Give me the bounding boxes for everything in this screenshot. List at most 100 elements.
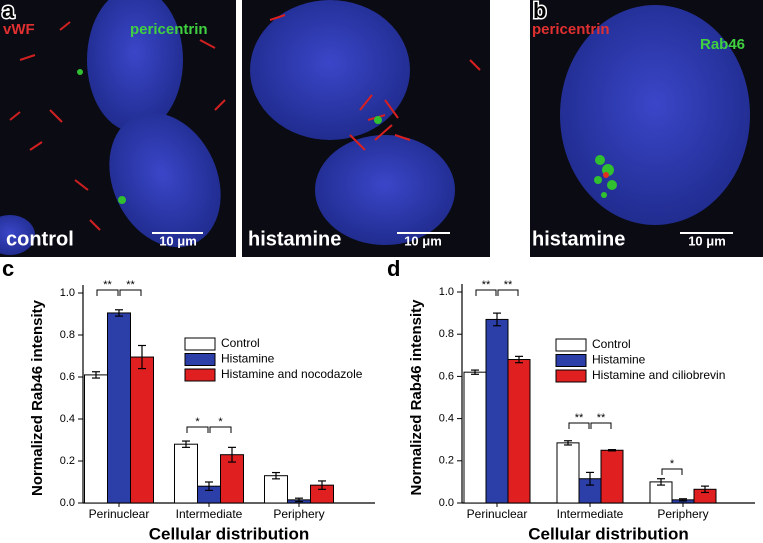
nucleus xyxy=(315,135,455,245)
nucleus xyxy=(0,215,35,255)
bar xyxy=(84,374,108,504)
bar xyxy=(556,442,580,504)
y-tick-label: 1.0 xyxy=(60,287,75,299)
error-bar xyxy=(679,498,687,502)
significance-label: * xyxy=(195,416,200,428)
error-bar xyxy=(471,369,479,375)
y-tick-label: 0.0 xyxy=(439,497,454,509)
significance-label: ** xyxy=(126,279,135,291)
error-bar xyxy=(564,440,572,446)
significance-bracket xyxy=(497,289,519,296)
nucleus xyxy=(250,0,410,140)
error-bar xyxy=(228,446,236,463)
panel-text: Rab46 xyxy=(700,36,745,53)
centrosome xyxy=(603,172,609,178)
panel-text: histamine xyxy=(532,228,625,250)
legend-swatch xyxy=(184,353,216,366)
significance-bracket xyxy=(186,426,209,433)
centrosome xyxy=(118,196,126,204)
error-bar xyxy=(608,449,616,452)
panel-label: b xyxy=(533,0,546,23)
panel-text: 10 μm xyxy=(159,233,197,248)
x-tick-label: Perinuclear xyxy=(89,507,150,521)
y-axis-label: Normalized Rab46 intensity xyxy=(408,299,425,496)
significance-label: ** xyxy=(103,279,112,291)
error-bar xyxy=(138,344,146,370)
vwf-signal xyxy=(9,21,226,231)
legend-label: Control xyxy=(221,336,260,350)
panel-text: histamine xyxy=(248,228,341,250)
significance-label: ** xyxy=(482,279,491,291)
charts: c 0.0 0.2 0.4 0.6 0.8 1.0 Normalized Rab46 inte… xyxy=(2,256,755,543)
error-bar xyxy=(586,471,594,486)
y-tick-label: 0.0 xyxy=(60,497,75,509)
legend-swatch xyxy=(555,369,587,383)
significance-bracket xyxy=(119,289,142,296)
legend-label: Histamine xyxy=(221,352,275,366)
error-bar xyxy=(657,478,665,486)
legend-label: Histamine and nocodazole xyxy=(221,367,363,381)
legend-swatch xyxy=(555,354,587,367)
x-tick-label: Periphery xyxy=(657,507,708,521)
legend-label: Control xyxy=(592,337,631,351)
bar xyxy=(507,359,531,504)
significance-label: ** xyxy=(504,279,513,291)
bar xyxy=(107,312,131,504)
error-bar xyxy=(295,497,303,503)
y-axis-label: Normalized Rab46 intensity xyxy=(29,299,46,496)
centrosome xyxy=(374,116,382,124)
legend-swatch xyxy=(184,337,216,351)
y-tick-label: 0.2 xyxy=(60,455,75,467)
x-axis-label: Cellular distribution xyxy=(528,524,689,543)
x-tick-label: Periphery xyxy=(273,507,324,521)
significance-bracket xyxy=(568,422,590,429)
error-bar xyxy=(515,355,523,364)
bar xyxy=(485,318,509,504)
y-tick-label: 0.8 xyxy=(60,329,75,341)
error-bar xyxy=(205,481,213,491)
y-tick-label: 0.4 xyxy=(60,413,75,425)
significance-label: * xyxy=(670,458,675,470)
significance-label: * xyxy=(218,416,223,428)
panel-text: pericentrin xyxy=(532,21,610,38)
y-tick-label: 0.6 xyxy=(60,371,75,383)
error-bar xyxy=(701,485,709,494)
error-bar xyxy=(493,312,501,327)
y-tick-label: 1.0 xyxy=(439,286,454,298)
panel-text: 10 μm xyxy=(688,233,726,248)
centrosome xyxy=(77,69,83,75)
x-axis-label: Cellular distribution xyxy=(149,524,310,543)
panel-text: control xyxy=(6,228,74,250)
significance-bracket xyxy=(661,468,683,475)
legend-swatch xyxy=(555,338,587,352)
x-tick-label: Intermediate xyxy=(176,507,243,521)
y-tick-label: 0.6 xyxy=(439,370,454,382)
x-tick-label: Intermediate xyxy=(557,507,624,521)
significance-label: ** xyxy=(597,412,606,424)
x-tick-label: Perinuclear xyxy=(467,507,528,521)
bar xyxy=(463,371,487,504)
error-bar xyxy=(92,371,100,379)
y-tick-label: 0.2 xyxy=(439,455,454,467)
error-bar xyxy=(272,471,280,480)
error-bar xyxy=(318,480,326,490)
bar xyxy=(130,356,154,504)
y-tick-label: 0.4 xyxy=(439,413,454,425)
y-tick-label: 0.8 xyxy=(439,328,454,340)
error-bar xyxy=(115,309,123,317)
significance-bracket xyxy=(96,289,119,296)
bar xyxy=(174,443,198,504)
nucleus xyxy=(109,112,221,248)
panel-label: c xyxy=(2,256,14,281)
nucleus xyxy=(87,0,183,132)
legend-label: Histamine and ciliobrevin xyxy=(592,368,725,382)
bar xyxy=(600,449,624,504)
bar xyxy=(264,475,288,504)
significance-bracket xyxy=(590,422,612,429)
legend-swatch xyxy=(184,368,216,382)
significance-bracket xyxy=(209,426,232,433)
panel-text: 10 μm xyxy=(404,233,442,248)
significance-bracket xyxy=(475,289,497,296)
panel-text: vWF xyxy=(3,21,35,38)
